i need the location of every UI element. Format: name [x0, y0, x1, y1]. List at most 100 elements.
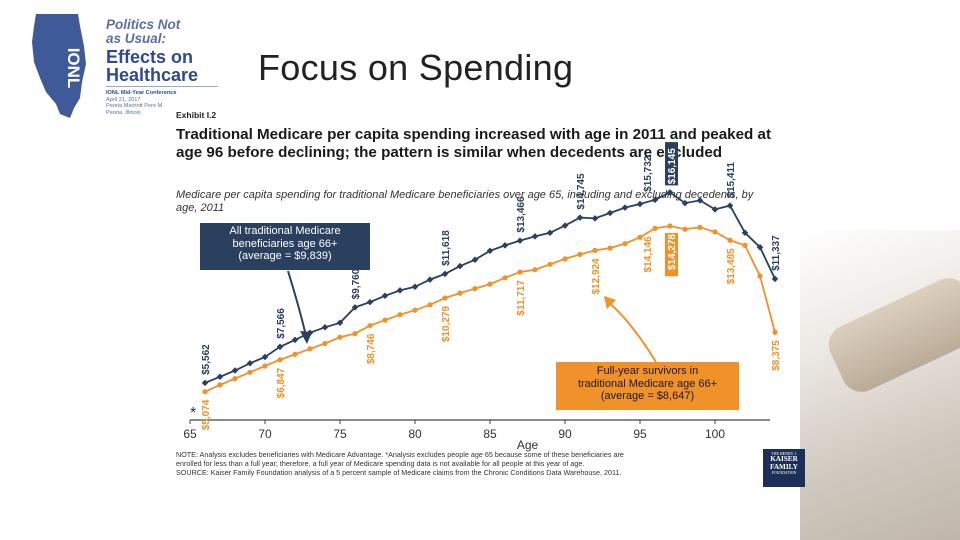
- data-point-survivors: [472, 286, 478, 292]
- chart-title: Traditional Medicare per capita spending…: [176, 126, 772, 161]
- callout-survivors: Full-year survivors in traditional Medic…: [556, 362, 739, 410]
- data-point-survivors: [607, 245, 613, 251]
- data-point-survivors: [262, 363, 268, 369]
- data-point-all-beneficiaries: [201, 379, 209, 387]
- data-label-group: $8,375: [771, 340, 782, 371]
- data-label-group: $8,746: [366, 333, 377, 364]
- data-point-survivors: [502, 275, 508, 281]
- data-point-all-beneficiaries: [471, 256, 479, 264]
- data-label: $14,146: [643, 236, 654, 273]
- data-point-all-beneficiaries: [546, 229, 554, 237]
- data-point-all-beneficiaries: [711, 206, 719, 213]
- data-point-all-beneficiaries: [321, 324, 329, 331]
- kaiser-family-foundation-logo: THE HENRY J. KAISER FAMILY FOUNDATION: [763, 449, 805, 487]
- data-label-group: $14,278: [665, 232, 678, 277]
- data-label-highlight: [665, 142, 678, 186]
- data-label-group: $11,717: [516, 280, 527, 316]
- data-point-all-beneficiaries: [531, 233, 539, 240]
- axis-break-marker: *: [190, 405, 196, 422]
- data-point-all-beneficiaries: [606, 209, 614, 217]
- data-label-group: $11,337: [771, 235, 782, 271]
- data-label: $11,337: [771, 235, 782, 271]
- data-label: $5,074: [201, 399, 212, 430]
- data-label: $13,485: [726, 248, 737, 285]
- callout-all-beneficiaries: All traditional Medicare beneficiaries a…: [200, 223, 370, 270]
- exhibit-label: Exhibit I.2: [176, 110, 217, 120]
- data-point-all-beneficiaries: [291, 336, 299, 344]
- data-point-all-beneficiaries: [216, 373, 224, 381]
- data-point-all-beneficiaries: [441, 270, 449, 278]
- data-point-survivors: [307, 346, 313, 352]
- x-tick-label: 75: [333, 427, 347, 441]
- data-point-all-beneficiaries: [231, 367, 239, 374]
- x-tick-label: 70: [258, 427, 272, 441]
- data-point-survivors: [427, 302, 433, 308]
- data-point-all-beneficiaries: [381, 292, 389, 300]
- data-point-all-beneficiaries: [261, 353, 269, 361]
- data-label-highlight: [665, 232, 678, 277]
- data-label: $8,746: [366, 333, 377, 364]
- data-point-all-beneficiaries: [276, 343, 284, 351]
- data-point-all-beneficiaries: [576, 214, 584, 221]
- data-point-survivors: [547, 261, 553, 267]
- data-label: $12,924: [591, 258, 602, 295]
- data-point-survivors: [232, 376, 238, 382]
- data-point-survivors: [637, 234, 643, 240]
- data-label-group: $6,847: [276, 367, 287, 398]
- data-label-group: $5,074: [201, 399, 212, 430]
- data-point-survivors: [622, 241, 628, 247]
- illinois-map-icon: IONL: [32, 14, 86, 118]
- data-point-survivors: [247, 369, 253, 375]
- arrow-survivors: [607, 301, 657, 363]
- x-tick-label: 85: [483, 427, 497, 441]
- data-label: $13,466: [516, 196, 527, 233]
- data-point-survivors: [532, 267, 538, 273]
- data-point-all-beneficiaries: [411, 283, 419, 291]
- data-point-all-beneficiaries: [246, 360, 254, 367]
- data-label: $14,278: [667, 234, 678, 271]
- note-line-1: NOTE: Analysis excludes beneficiaries wi…: [176, 450, 624, 459]
- data-point-survivors: [517, 269, 523, 275]
- data-point-survivors: [367, 322, 373, 329]
- data-label: $11,618: [441, 230, 452, 266]
- data-point-survivors: [202, 389, 208, 395]
- data-point-all-beneficiaries: [516, 237, 524, 244]
- data-label-group: $15,732: [643, 155, 654, 192]
- data-point-survivors: [457, 290, 463, 296]
- data-label-group: $11,618: [441, 230, 452, 266]
- data-label: $6,847: [276, 367, 287, 398]
- data-label: $16,145: [667, 148, 678, 185]
- data-point-survivors: [442, 295, 448, 301]
- data-label: $14,745: [576, 173, 587, 210]
- data-label: $15,732: [643, 155, 654, 192]
- x-tick-label: 95: [633, 427, 647, 441]
- arrow-head-all-beneficiaries: [300, 331, 312, 344]
- data-point-all-beneficiaries: [591, 215, 599, 222]
- data-label: $11,717: [516, 280, 527, 316]
- slide-title: Focus on Spending: [258, 47, 574, 88]
- x-tick-label: 90: [558, 427, 572, 441]
- data-point-all-beneficiaries: [771, 275, 779, 283]
- data-point-all-beneficiaries: [366, 298, 374, 306]
- logo-line-3: Effects on Healthcare: [106, 47, 199, 85]
- data-label: $5,562: [201, 344, 212, 375]
- data-point-all-beneficiaries: [501, 242, 509, 249]
- data-label-group: $14,745: [576, 173, 587, 210]
- note-line-2: enrolled for less than a full year; ther…: [176, 458, 585, 468]
- x-tick-label: 65: [183, 427, 197, 441]
- data-point-all-beneficiaries: [696, 197, 704, 204]
- data-point-survivors: [592, 247, 598, 253]
- data-point-survivors: [382, 317, 388, 323]
- logo-divider: [106, 86, 218, 87]
- data-point-survivors: [667, 223, 673, 229]
- data-point-all-beneficiaries: [651, 196, 659, 204]
- data-label-group: $13,485: [726, 248, 737, 285]
- data-point-all-beneficiaries: [561, 222, 569, 229]
- data-point-survivors: [397, 312, 403, 318]
- data-point-survivors: [352, 331, 358, 337]
- data-point-survivors: [727, 237, 733, 243]
- data-label-group: $10,279: [441, 306, 452, 343]
- data-point-survivors: [562, 256, 568, 262]
- data-label: $10,279: [441, 306, 452, 343]
